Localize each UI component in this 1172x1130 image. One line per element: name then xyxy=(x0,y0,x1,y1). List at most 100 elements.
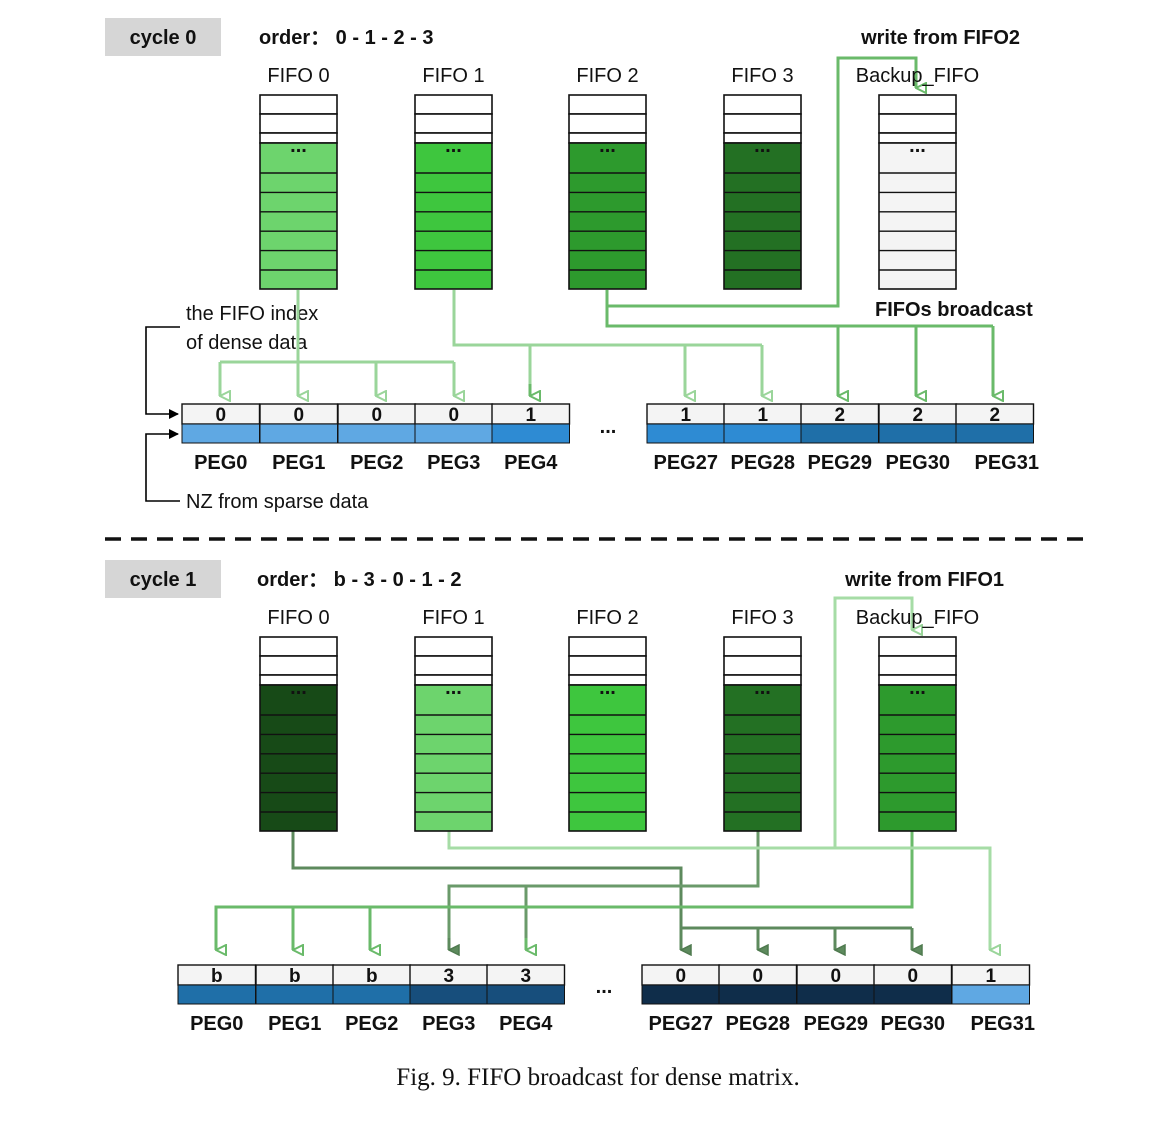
fifo-data-block xyxy=(723,684,802,832)
fifo-slot-empty xyxy=(414,94,493,115)
fifo-ellipsis: ... xyxy=(599,677,616,699)
fifo-slot-empty xyxy=(878,94,957,115)
fifo-name: FIFO 0 xyxy=(267,65,329,87)
panel1-wiring xyxy=(214,596,990,950)
peg-index-value: b xyxy=(366,966,378,987)
peg-left-0: b PEG0 xyxy=(177,964,257,1035)
peg-index-value: 3 xyxy=(443,966,454,987)
fifo-slot-empty xyxy=(878,636,957,657)
peg-label: PEG31 xyxy=(971,1013,1035,1035)
panel-1: cycle 1 order： b - 3 - 0 - 1 - 2 write fro… xyxy=(105,560,1035,1035)
fifo-data-block xyxy=(259,142,338,290)
peg-left-1: 0 PEG1 xyxy=(259,403,339,474)
fifo-4: Backup_FIFO... xyxy=(856,65,979,290)
fifo-slot-empty xyxy=(259,94,338,115)
peg-nz-cell xyxy=(255,984,334,1005)
peg-label: PEG1 xyxy=(272,452,325,474)
fifo-name: Backup_FIFO xyxy=(856,65,979,87)
cycle-label: cycle 0 xyxy=(130,27,197,49)
peg-nz-cell xyxy=(486,984,565,1005)
fifo-slot-empty xyxy=(878,655,957,676)
peg-ellipsis: ... xyxy=(600,416,617,438)
peg-left-2: 0 PEG2 xyxy=(337,403,417,474)
peg-index-value: 1 xyxy=(525,405,536,426)
cycle-tag xyxy=(105,560,221,598)
order-label: order： 0 - 1 - 2 - 3 xyxy=(259,27,434,49)
fifo-name: FIFO 2 xyxy=(576,65,638,87)
fifo-slot-empty xyxy=(723,636,802,657)
peg-index-value: 3 xyxy=(520,966,531,987)
peg-label: PEG4 xyxy=(504,452,558,474)
peg-label: PEG27 xyxy=(649,1013,713,1035)
peg-right-1: 1 PEG28 xyxy=(723,403,803,474)
fifo-slot-empty xyxy=(568,636,647,657)
peg-left-3: 0 PEG3 xyxy=(414,403,494,474)
peg-index-value: 2 xyxy=(912,405,923,426)
peg-left-3: 3 PEG3 xyxy=(409,964,489,1035)
fifo-name: FIFO 3 xyxy=(731,607,793,629)
fifo-2: FIFO 2... xyxy=(568,607,647,832)
fifo-ellipsis: ... xyxy=(290,135,307,157)
peg-nz-cell xyxy=(641,984,720,1005)
fifo-name: FIFO 3 xyxy=(731,65,793,87)
peg-nz-cell xyxy=(723,423,802,444)
peg-left-1: b PEG1 xyxy=(255,964,335,1035)
peg-label: PEG0 xyxy=(190,1013,243,1035)
panel-0: cycle 0 order： 0 - 1 - 2 - 3 write from FI… xyxy=(105,18,1039,474)
fifo-ellipsis: ... xyxy=(445,677,462,699)
fifo-ellipsis: ... xyxy=(754,677,771,699)
fifo-slot-empty xyxy=(723,655,802,676)
peg-nz-cell xyxy=(878,423,957,444)
peg-index-value: 0 xyxy=(371,405,382,426)
fifo-slot-empty xyxy=(259,636,338,657)
peg-nz-cell xyxy=(800,423,879,444)
peg-nz-cell xyxy=(337,423,416,444)
fifo-ellipsis: ... xyxy=(290,677,307,699)
fifo-slot-empty xyxy=(568,94,647,115)
peg-label: PEG29 xyxy=(808,452,872,474)
fifo-data-block xyxy=(414,142,493,290)
peg-label: PEG1 xyxy=(268,1013,321,1035)
peg-index-value: 1 xyxy=(985,966,996,987)
write-label: write from FIFO1 xyxy=(844,569,1004,591)
fifo-index-annotation-line2: of dense data xyxy=(186,332,308,354)
peg-left-0: 0 PEG0 xyxy=(181,403,261,474)
peg-nz-cell xyxy=(796,984,875,1005)
fifos-broadcast-annotation: FIFOs broadcast xyxy=(875,299,1033,321)
nz-sparse-annotation: NZ from sparse data xyxy=(186,491,369,513)
peg-label: PEG27 xyxy=(654,452,718,474)
fifo-name: FIFO 1 xyxy=(422,607,484,629)
peg-label: PEG4 xyxy=(499,1013,553,1035)
fifo-4: Backup_FIFO... xyxy=(856,607,979,832)
peg-index-value: 1 xyxy=(757,405,768,426)
cycle-tag xyxy=(105,18,221,56)
fifo-index-bracket xyxy=(145,326,180,419)
peg-index-value: 0 xyxy=(675,966,686,987)
fifo-data-block xyxy=(414,684,493,832)
fifo-ellipsis: ... xyxy=(909,135,926,157)
peg-left-4: 1 PEG4 xyxy=(491,403,571,474)
peg-label: PEG3 xyxy=(427,452,480,474)
write-label: write from FIFO2 xyxy=(860,27,1020,49)
fifo-name: FIFO 2 xyxy=(576,607,638,629)
fifo-data-block xyxy=(878,684,957,832)
peg-nz-cell xyxy=(718,984,797,1005)
panel0-wiring xyxy=(218,56,993,396)
peg-right-3: 2 PEG30 xyxy=(878,403,958,474)
peg-label: PEG31 xyxy=(975,452,1039,474)
order-label: order： b - 3 - 0 - 1 - 2 xyxy=(257,569,461,591)
fifo-1: FIFO 1... xyxy=(414,65,493,290)
peg-index-value: 0 xyxy=(907,966,918,987)
peg-nz-cell xyxy=(951,984,1030,1005)
peg-label: PEG30 xyxy=(886,452,950,474)
fifo-slot-empty xyxy=(259,113,338,134)
fifo-slot-empty xyxy=(723,94,802,115)
peg-nz-cell xyxy=(177,984,256,1005)
peg-label: PEG30 xyxy=(881,1013,945,1035)
fifo-name: Backup_FIFO xyxy=(856,607,979,629)
peg-ellipsis: ... xyxy=(596,976,613,998)
peg-index-value: 1 xyxy=(680,405,691,426)
peg-index-value: 0 xyxy=(215,405,226,426)
fifo-0: FIFO 0... xyxy=(259,607,338,832)
